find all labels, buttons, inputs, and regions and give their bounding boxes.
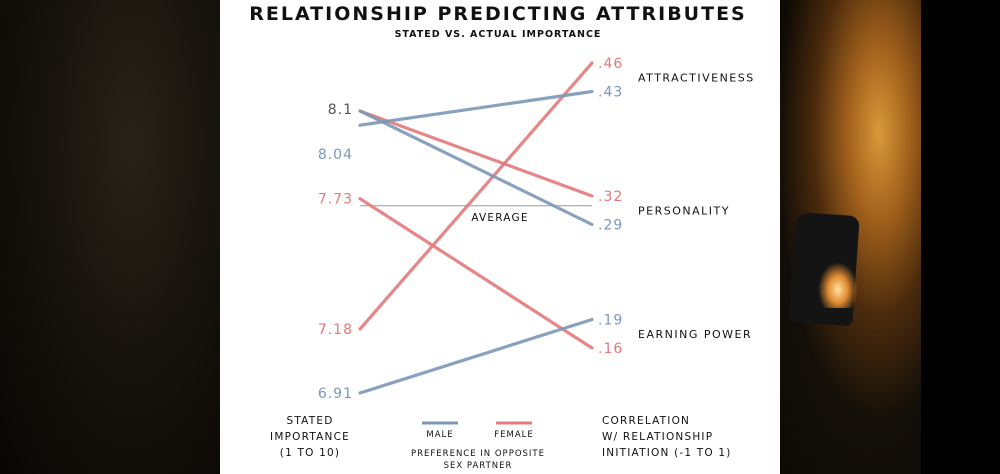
female-actual-label-earning-power: .16 (598, 341, 623, 357)
fire-glow (818, 262, 858, 308)
letterbox-bar (921, 0, 1000, 474)
left-axis-label-line: IMPORTANCE (270, 431, 350, 443)
legend-female-label: FEMALE (494, 430, 534, 440)
female-actual-label-attractiveness: .46 (598, 56, 623, 72)
attribute-label-personality: PERSONALITY (638, 204, 730, 217)
slope-chart: RELATIONSHIP PREDICTING ATTRIBUTES STATE… (249, 3, 755, 471)
female-actual-label-personality: .32 (598, 189, 623, 205)
chart-subtitle: STATED VS. ACTUAL IMPORTANCE (395, 29, 602, 40)
female-line-earning-power (358, 197, 594, 350)
right-axis-label-line: INITIATION (-1 TO 1) (602, 447, 732, 459)
left-axis-label-line: STATED (287, 415, 334, 427)
male-actual-label-attractiveness: .43 (598, 85, 623, 101)
left-axis-label: STATED IMPORTANCE (1 TO 10) (270, 415, 350, 459)
chart-title: RELATIONSHIP PREDICTING ATTRIBUTES (249, 3, 747, 25)
right-axis-label: CORRELATION W/ RELATIONSHIP INITIATION (… (602, 415, 732, 459)
video-background-left (0, 0, 220, 474)
female-line-attractiveness (358, 61, 594, 331)
female-line-personality (358, 109, 594, 198)
attribute-label-attractiveness: ATTRACTIVENESS (638, 71, 755, 84)
right-axis-label-line: W/ RELATIONSHIP (602, 431, 713, 443)
male-actual-label-personality: .29 (598, 218, 623, 234)
series-lines (358, 61, 594, 395)
chart-panel: RELATIONSHIP PREDICTING ATTRIBUTES STATE… (220, 0, 780, 474)
male-line-earning-power (358, 317, 594, 395)
value-labels: 8.04 .43 8.1 .29 6.91 .19 7.18 .46 .32 7.73 .16 ATT… (318, 56, 755, 402)
legend-caption-line: SEX PARTNER (444, 461, 513, 471)
male-stated-label-attractiveness: 8.04 (318, 147, 353, 163)
female-stated-label-earning-power: 7.73 (318, 192, 353, 208)
legend: MALE FEMALE PREFERENCE IN OPPOSITE SEX P… (411, 421, 545, 471)
male-actual-label-earning-power: .19 (598, 313, 623, 329)
right-axis-label-line: CORRELATION (602, 415, 690, 427)
female-stated-label-attractiveness: 7.18 (318, 322, 353, 338)
male-line-personality (358, 109, 594, 227)
legend-male-label: MALE (426, 430, 453, 440)
male-line-attractiveness (358, 89, 594, 127)
left-axis-label-line: (1 TO 10) (280, 447, 340, 459)
attribute-label-earning-power: EARNING POWER (638, 328, 752, 341)
legend-caption-line: PREFERENCE IN OPPOSITE (411, 449, 545, 459)
average-label: AVERAGE (471, 212, 528, 224)
male-stated-label-personality: 8.1 (328, 102, 353, 118)
male-stated-label-earning-power: 6.91 (318, 386, 353, 402)
